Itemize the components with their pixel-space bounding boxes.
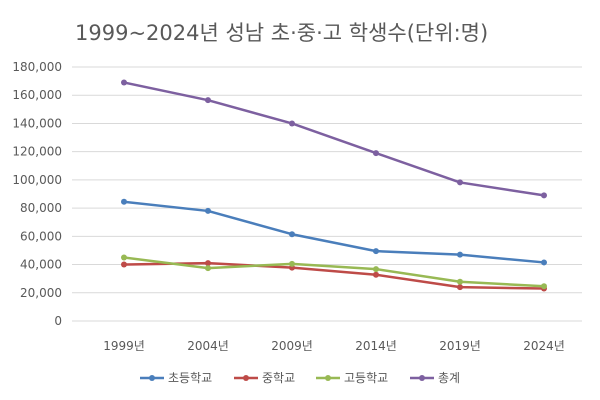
series-0 [121,198,547,266]
y-axis: 0 20,000 40,000 60,000 80,000 100,000 120,000 1… [12,60,62,328]
legend-marker [149,375,155,381]
x-tick-label: 1999년 [103,339,145,353]
legend-item: 고등학교 [316,371,388,385]
y-tick-label: 20,000 [20,286,62,300]
legend-item: 초등학교 [140,371,212,385]
x-tick-label: 2009년 [271,339,313,353]
x-tick-label: 2019년 [439,339,481,353]
legend-label: 초등학교 [168,371,212,385]
data-point [373,271,379,278]
data-point [541,259,547,266]
y-tick-label: 160,000 [12,88,62,102]
legend-label: 중학교 [262,371,295,385]
y-tick-label: 140,000 [12,116,62,130]
data-point [541,192,547,199]
gridlines [72,66,582,322]
data-point [457,278,463,285]
y-tick-label: 0 [54,314,62,328]
series-line [122,200,546,264]
legend-marker [243,375,249,381]
series-line [122,256,546,288]
legend: 초등학교 중학교 고등학교 총계 [140,371,460,385]
data-point [205,260,211,267]
plot-area [121,79,547,292]
legend-marker [325,375,331,381]
data-point [121,198,127,205]
series-1 [121,260,547,292]
data-point [121,254,127,261]
data-point [205,97,211,104]
legend-item: 총계 [410,371,460,385]
y-tick-label: 40,000 [20,258,62,272]
legend-marker [419,375,425,381]
data-point [121,261,127,268]
chart-title: 1999~2024년 성남 초·중·고 학생수(단위:명) [75,21,488,45]
data-point [289,120,295,127]
y-tick-label: 120,000 [12,145,62,159]
series-3 [121,79,547,199]
data-point [457,284,463,291]
x-axis: 1999년 2004년 2009년 2014년 2019년 2024년 [103,339,565,353]
y-tick-label: 100,000 [12,173,62,187]
data-point [541,283,547,290]
data-point [373,150,379,157]
legend-label: 총계 [438,371,460,385]
data-point [289,260,295,267]
data-point [205,265,211,272]
legend-item: 중학교 [234,371,295,385]
series-line [122,81,546,197]
x-tick-label: 2024년 [523,339,565,353]
data-point [373,266,379,273]
data-point [457,179,463,186]
x-tick-label: 2014년 [355,339,397,353]
y-tick-label: 60,000 [20,229,62,243]
y-tick-label: 180,000 [12,60,62,74]
x-tick-label: 2004년 [187,339,229,353]
data-point [205,207,211,214]
data-point [457,251,463,258]
data-point [373,248,379,255]
data-point [121,79,127,86]
series-line [122,261,546,290]
y-tick-label: 80,000 [20,201,62,215]
legend-label: 고등학교 [344,371,388,385]
series-2 [121,254,547,290]
data-point [289,231,295,238]
